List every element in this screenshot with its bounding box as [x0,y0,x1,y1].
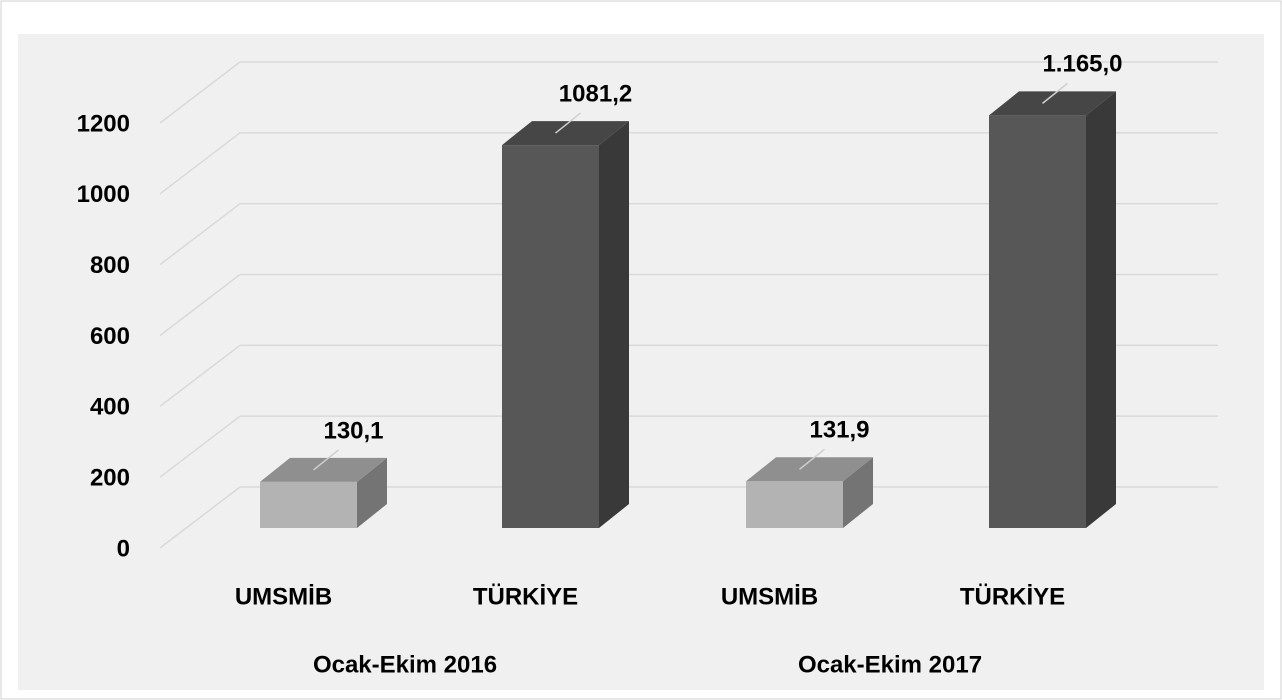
value-label: 1.165,0 [1042,51,1122,78]
bar-top [989,91,1116,116]
y-tick-label: 200 [90,465,130,492]
value-label: 130,1 [323,417,383,444]
bar [260,457,387,528]
bar-front [989,115,1086,528]
group-label: Ocak-Ekim 2016 [313,651,497,678]
x-tick-label: UMSMİB [721,583,818,610]
bar-top [746,457,873,482]
value-label: 1081,2 [559,80,632,107]
leader-line [1042,82,1068,104]
grid-line-floor [159,61,241,124]
x-tick-label: UMSMİB [235,583,332,610]
grid-line-floor [159,344,241,407]
leader-line [555,112,581,134]
bar-side [1086,91,1116,528]
group-label: Ocak-Ekim 2017 [798,651,982,678]
bar [989,91,1116,528]
grid-line-floor [159,486,241,549]
leader-line [799,448,825,470]
y-tick-label: 0 [117,535,130,562]
y-tick-label: 1200 [77,110,130,137]
y-tick-label: 600 [90,323,130,350]
bar-side [357,457,387,528]
y-tick-label: 1000 [77,181,130,208]
grid-line-floor [159,132,241,195]
grid-line-floor [159,273,241,337]
bar [746,457,873,528]
grid-line-floor [159,203,241,266]
bar-front [260,481,357,528]
bar-front [746,481,843,528]
bar-front [502,145,599,528]
bar [502,121,629,528]
bar-side [843,457,873,528]
bar-side [599,121,629,528]
y-tick-label: 400 [90,394,130,421]
bar-top [260,457,387,482]
grid-line-floor [159,415,241,478]
x-tick-label: TÜRKİYE [473,583,578,610]
value-label: 131,9 [809,417,869,444]
leader-line [313,449,339,471]
bar-top [502,121,629,146]
y-tick-label: 800 [90,252,130,279]
x-tick-label: TÜRKİYE [960,583,1065,610]
